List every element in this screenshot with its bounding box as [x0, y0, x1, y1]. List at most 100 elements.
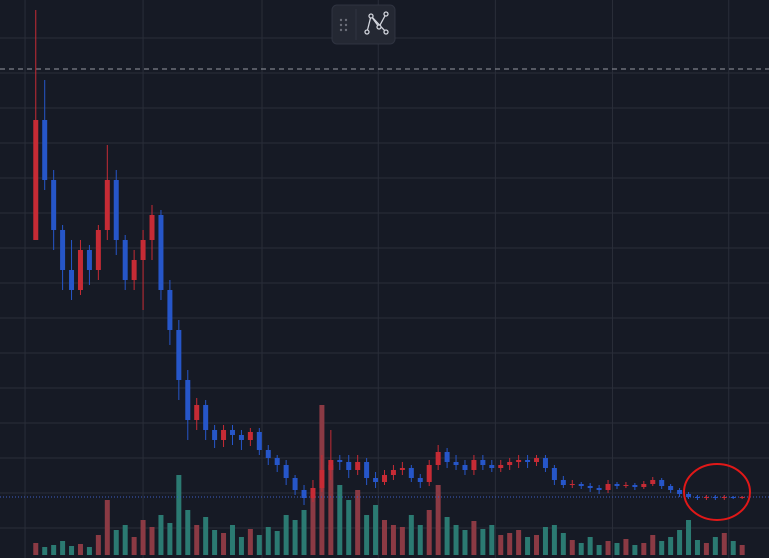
volume-bar	[587, 537, 593, 555]
volume-bar	[659, 541, 665, 555]
candle-body	[167, 290, 173, 330]
volume-bar	[122, 525, 128, 555]
volume-bar	[650, 535, 656, 555]
candle-body	[390, 470, 396, 475]
candle-body	[292, 478, 298, 490]
candle-body	[721, 497, 727, 498]
candle-body	[42, 120, 48, 180]
candle-body	[498, 465, 504, 468]
volume-bar	[131, 537, 137, 555]
drawing-toolbar[interactable]	[331, 4, 396, 45]
candle-body	[328, 460, 334, 470]
candle-body	[69, 270, 75, 290]
volume-bar	[516, 530, 522, 555]
candle-body	[122, 240, 128, 280]
volume-bar	[265, 527, 271, 555]
volume-bar	[739, 545, 745, 555]
candle-body	[265, 450, 271, 458]
candle-body	[158, 215, 164, 290]
candle-body	[229, 430, 235, 435]
volume-bar	[33, 543, 39, 555]
volume-bar	[489, 525, 495, 555]
volume-bar	[51, 545, 57, 555]
volume-bar	[390, 525, 396, 555]
candle-body	[551, 468, 557, 480]
volume-bar	[158, 515, 164, 555]
volume-bar	[560, 533, 566, 555]
volume-bar	[292, 520, 298, 555]
candle-body	[176, 330, 182, 380]
volume-bar	[77, 544, 83, 555]
candle-body	[131, 260, 137, 280]
candle-body	[104, 180, 110, 230]
candle-body	[77, 250, 83, 290]
volume-bar	[355, 490, 361, 555]
candle-body	[364, 462, 370, 478]
candle-body	[221, 430, 227, 440]
volume-bar	[238, 537, 244, 555]
candle-body	[703, 497, 709, 498]
candle-body	[587, 486, 593, 488]
volume-bar	[641, 543, 647, 555]
volume-bar	[605, 541, 611, 555]
volume-bar	[328, 465, 334, 555]
volume-bar	[677, 530, 683, 555]
candle-body	[444, 452, 450, 462]
candle-body	[471, 460, 477, 470]
candle-body	[301, 490, 307, 498]
volume-bar	[721, 533, 727, 555]
volume-bar	[444, 517, 450, 555]
drag-handle[interactable]	[339, 18, 348, 32]
volume-bar	[283, 515, 289, 555]
candle-body	[596, 488, 602, 490]
candle-body	[489, 465, 495, 468]
volume-bar	[542, 527, 548, 555]
candle-body	[507, 462, 513, 465]
path-tool-icon[interactable]	[364, 11, 389, 35]
candle-body	[730, 497, 736, 498]
volume-bar	[149, 527, 155, 555]
volume-bar	[498, 535, 504, 555]
volume-bar	[140, 520, 146, 555]
volume-bar	[703, 543, 709, 555]
candle-body	[51, 180, 57, 230]
volume-bar	[408, 515, 414, 555]
candle-body	[516, 460, 522, 462]
volume-bar	[337, 485, 343, 555]
volume-bar	[730, 541, 736, 555]
candle-body	[346, 462, 352, 470]
volume-bar	[712, 537, 718, 555]
candle-body	[694, 497, 700, 498]
candle-body	[632, 485, 638, 487]
candle-body	[417, 478, 423, 482]
volume-bar	[203, 517, 209, 555]
candle-body	[686, 494, 692, 497]
volume-bar	[346, 500, 352, 555]
volume-bar	[301, 510, 307, 555]
volume-bar	[221, 533, 227, 555]
candle-body	[212, 430, 218, 440]
volume-bar	[694, 540, 700, 555]
volume-bar	[167, 523, 173, 555]
candle-body	[623, 485, 629, 486]
candle-body	[435, 452, 441, 465]
volume-bar	[256, 535, 262, 555]
candle-body	[659, 480, 665, 486]
candle-body	[283, 465, 289, 478]
volume-bar	[435, 485, 441, 555]
volume-bar	[480, 529, 486, 555]
volume-bar	[382, 520, 387, 555]
candle-body	[462, 465, 468, 470]
candle-body	[238, 435, 244, 440]
volume-bar	[596, 545, 602, 555]
volume-bar	[551, 525, 557, 555]
volume-bar	[462, 530, 468, 555]
candle-body	[382, 475, 387, 482]
volume-bar	[247, 529, 253, 555]
candle-body	[185, 380, 191, 420]
toolbar-bg	[331, 4, 396, 45]
candle-body	[60, 230, 66, 270]
candle-body	[140, 240, 146, 260]
